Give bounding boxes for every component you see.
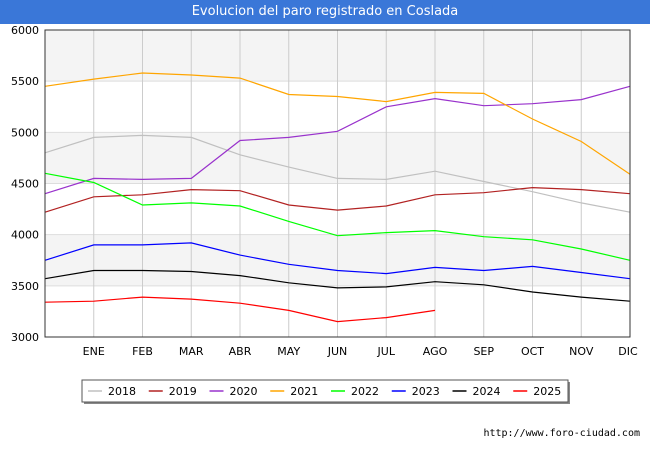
y-tick-label: 4500 bbox=[11, 178, 39, 191]
x-tick-label: ABR bbox=[229, 345, 252, 358]
legend-label-2025: 2025 bbox=[533, 385, 561, 398]
series-line-2021 bbox=[44, 72, 631, 175]
series-line-2020 bbox=[44, 85, 631, 195]
series-line-2022 bbox=[44, 172, 631, 261]
y-tick-label: 3000 bbox=[11, 331, 39, 344]
x-tick-label: NOV bbox=[569, 345, 594, 358]
x-tick-label: JUL bbox=[377, 345, 396, 358]
x-tick-label: AGO bbox=[423, 345, 448, 358]
legend-label-2018: 2018 bbox=[108, 385, 136, 398]
x-axis-ticks: ENE FEB MAR ABR MAY JUN JUL AGO SEP OCT NOV DIC bbox=[83, 345, 638, 358]
x-tick-label: SEP bbox=[473, 345, 494, 358]
series-line-2023 bbox=[44, 242, 631, 280]
chart-title: Evolucion del paro registrado en Coslada bbox=[0, 0, 650, 24]
y-axis-ticks: 3000 3500 4000 4500 5000 5500 6000 bbox=[11, 24, 39, 344]
legend-box bbox=[81, 379, 569, 403]
series-lines bbox=[44, 72, 631, 323]
y-tick-label: 4000 bbox=[11, 229, 39, 242]
x-tick-label: ENE bbox=[83, 345, 105, 358]
x-tick-label: MAR bbox=[179, 345, 204, 358]
legend-label-2022: 2022 bbox=[351, 385, 379, 398]
legend-label-2019: 2019 bbox=[169, 385, 197, 398]
y-tick-label: 6000 bbox=[11, 24, 39, 37]
x-tick-label: OCT bbox=[521, 345, 544, 358]
x-tick-label: JUN bbox=[327, 345, 348, 358]
series-line-2024 bbox=[44, 269, 631, 302]
legend-label-2021: 2021 bbox=[290, 385, 318, 398]
series-line-2025 bbox=[44, 296, 436, 323]
y-tick-label: 5000 bbox=[11, 126, 39, 139]
x-tick-label: MAY bbox=[277, 345, 300, 358]
legend: 2018 2019 2020 2021 2022 2023 2024 2025 bbox=[81, 379, 570, 404]
series-line-2018 bbox=[44, 134, 631, 213]
x-tick-label: FEB bbox=[132, 345, 153, 358]
y-tick-label: 5500 bbox=[11, 75, 39, 88]
source-url: http://www.foro-ciudad.com bbox=[483, 428, 640, 439]
legend-label-2023: 2023 bbox=[412, 385, 440, 398]
y-tick-label: 3500 bbox=[11, 280, 39, 293]
legend-label-2020: 2020 bbox=[230, 385, 258, 398]
legend-label-2024: 2024 bbox=[473, 385, 501, 398]
plot-frame bbox=[44, 29, 631, 338]
series-line-2019 bbox=[44, 186, 631, 213]
x-tick-label: DIC bbox=[618, 345, 638, 358]
